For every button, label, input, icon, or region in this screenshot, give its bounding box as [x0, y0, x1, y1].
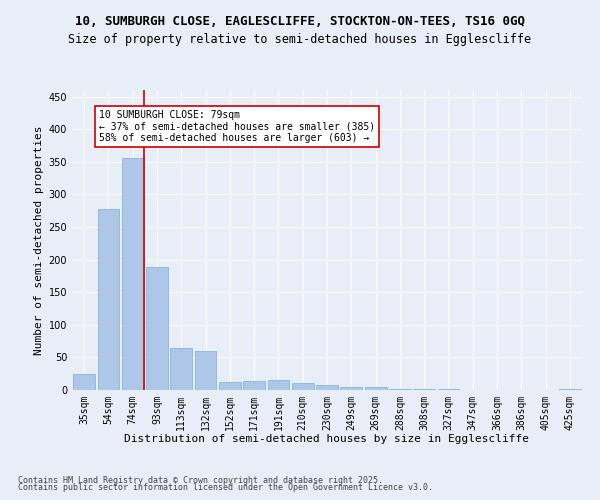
Bar [243, 381, 265, 390]
Bar [340, 386, 362, 390]
Bar [194, 351, 217, 390]
Bar [292, 384, 314, 390]
Bar [219, 382, 241, 390]
Text: 10 SUMBURGH CLOSE: 79sqm
← 37% of semi-detached houses are smaller (385)
58% of : 10 SUMBURGH CLOSE: 79sqm ← 37% of semi-d… [99, 110, 375, 143]
Bar [316, 385, 338, 390]
Text: Contains HM Land Registry data © Crown copyright and database right 2025.: Contains HM Land Registry data © Crown c… [18, 476, 383, 485]
Bar [122, 158, 143, 390]
Text: Contains public sector information licensed under the Open Government Licence v3: Contains public sector information licen… [18, 484, 433, 492]
Bar [97, 210, 119, 390]
Text: 10, SUMBURGH CLOSE, EAGLESCLIFFE, STOCKTON-ON-TEES, TS16 0GQ: 10, SUMBURGH CLOSE, EAGLESCLIFFE, STOCKT… [75, 15, 525, 28]
Bar [559, 388, 581, 390]
Bar [170, 348, 192, 390]
Bar [73, 374, 95, 390]
Y-axis label: Number of semi-detached properties: Number of semi-detached properties [34, 125, 44, 355]
Bar [268, 380, 289, 390]
Text: Size of property relative to semi-detached houses in Egglescliffe: Size of property relative to semi-detach… [68, 32, 532, 46]
X-axis label: Distribution of semi-detached houses by size in Egglescliffe: Distribution of semi-detached houses by … [125, 434, 530, 444]
Bar [365, 388, 386, 390]
Bar [146, 268, 168, 390]
